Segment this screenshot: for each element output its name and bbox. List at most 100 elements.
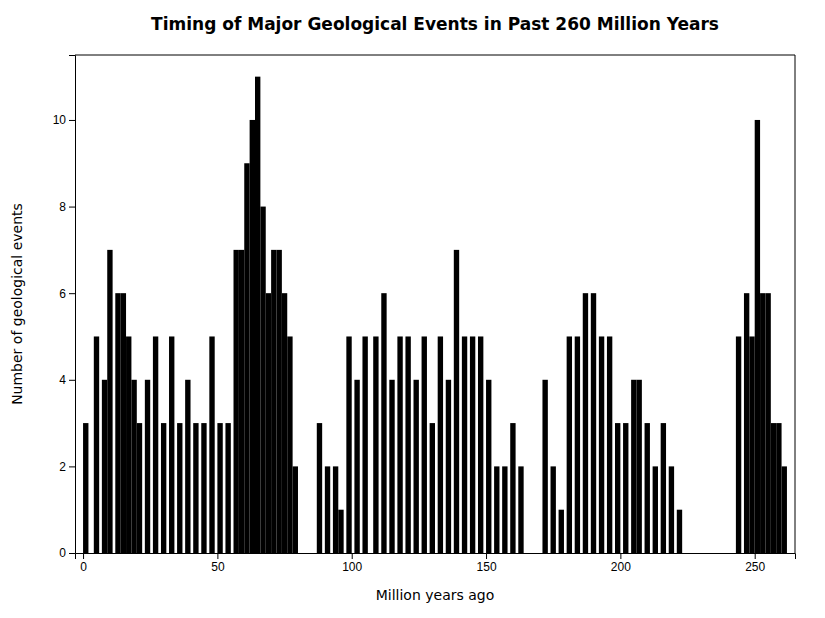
tick-mark (69, 120, 75, 121)
bar (217, 423, 222, 553)
bar (510, 423, 515, 553)
tick: 50 (211, 553, 225, 574)
bar (201, 423, 206, 553)
bar (760, 293, 765, 553)
tick: 4 (59, 373, 75, 387)
bar (478, 336, 483, 553)
bar (744, 293, 749, 553)
title: Timing of Major Geological Events in Pas… (151, 14, 719, 34)
bar (282, 293, 287, 553)
bar (636, 380, 641, 553)
x-axis-title: Million years ago (376, 587, 495, 603)
bar (373, 336, 378, 553)
bar (653, 466, 658, 553)
tick-mark (83, 553, 84, 559)
tick-label: 250 (745, 560, 765, 574)
tick: 6 (59, 287, 75, 301)
bar (397, 336, 402, 553)
tick-mark (69, 293, 75, 294)
bar (271, 250, 276, 553)
bar (193, 423, 198, 553)
bar (518, 466, 523, 553)
bar (260, 207, 265, 553)
bar (389, 380, 394, 553)
bar (83, 423, 88, 553)
bar (454, 250, 459, 553)
bar (782, 466, 787, 553)
bar (225, 423, 230, 553)
bar (677, 510, 682, 553)
bar (430, 423, 435, 553)
bar (771, 423, 776, 553)
bar (551, 466, 556, 553)
bar (317, 423, 322, 553)
bar (669, 466, 674, 553)
tick-mark (755, 553, 756, 559)
tick-label: 150 (477, 560, 497, 574)
tick-label: 0 (59, 546, 66, 560)
bar (591, 293, 596, 553)
bar (121, 293, 126, 553)
bar (293, 466, 298, 553)
bar (94, 336, 99, 553)
bar (631, 380, 636, 553)
bar (276, 250, 281, 553)
bar (126, 336, 131, 553)
tick-mark (69, 466, 75, 467)
bar (462, 336, 467, 553)
tick-mark (620, 553, 621, 559)
bar (755, 120, 760, 553)
bar (244, 163, 249, 553)
bar (239, 250, 244, 553)
bar (583, 293, 588, 553)
tick: 100 (342, 553, 362, 574)
tick: 10 (53, 113, 75, 127)
tick: 8 (59, 200, 75, 214)
bar (381, 293, 386, 553)
bar (266, 293, 271, 553)
bar (338, 510, 343, 553)
tick-label: 200 (611, 560, 631, 574)
bar (615, 423, 620, 553)
bar (494, 466, 499, 553)
chart: 0 50 100 150 200 250 0 2 4 6 8 10 Timing of Major Ge… (0, 0, 825, 618)
bar (234, 250, 239, 553)
tick-mark (352, 553, 353, 559)
bar (486, 380, 491, 553)
bar (661, 423, 666, 553)
bar (765, 293, 770, 553)
tick-mark (69, 380, 75, 381)
tick-label: 0 (80, 560, 87, 574)
bar (346, 336, 351, 553)
tick-mark (217, 553, 218, 559)
plot: 0 50 100 150 200 250 0 2 4 6 8 10 (53, 55, 796, 574)
bar (185, 380, 190, 553)
bar (470, 336, 475, 553)
y-axis: 0 2 4 6 8 10 (53, 56, 76, 561)
tick-label: 2 (59, 460, 66, 474)
tick: 200 (611, 553, 631, 574)
tick: 150 (477, 553, 497, 574)
x-axis: 0 50 100 150 200 250 (76, 553, 796, 574)
tick-label: 50 (211, 560, 225, 574)
tick: 2 (59, 460, 75, 474)
bar (542, 380, 547, 553)
bar (645, 423, 650, 553)
tick-mark (486, 553, 487, 559)
bar (354, 380, 359, 553)
frame (75, 55, 795, 56)
tick-label: 4 (59, 373, 66, 387)
bar (287, 336, 292, 553)
bar (446, 380, 451, 553)
bar (559, 510, 564, 553)
bar (567, 336, 572, 553)
bar (145, 380, 150, 553)
bar (169, 336, 174, 553)
bar (776, 423, 781, 553)
bar (333, 466, 338, 553)
bar (177, 423, 182, 553)
bar (107, 250, 112, 553)
tick: 0 (59, 546, 75, 560)
frame (795, 55, 796, 553)
tick: 0 (80, 553, 87, 574)
